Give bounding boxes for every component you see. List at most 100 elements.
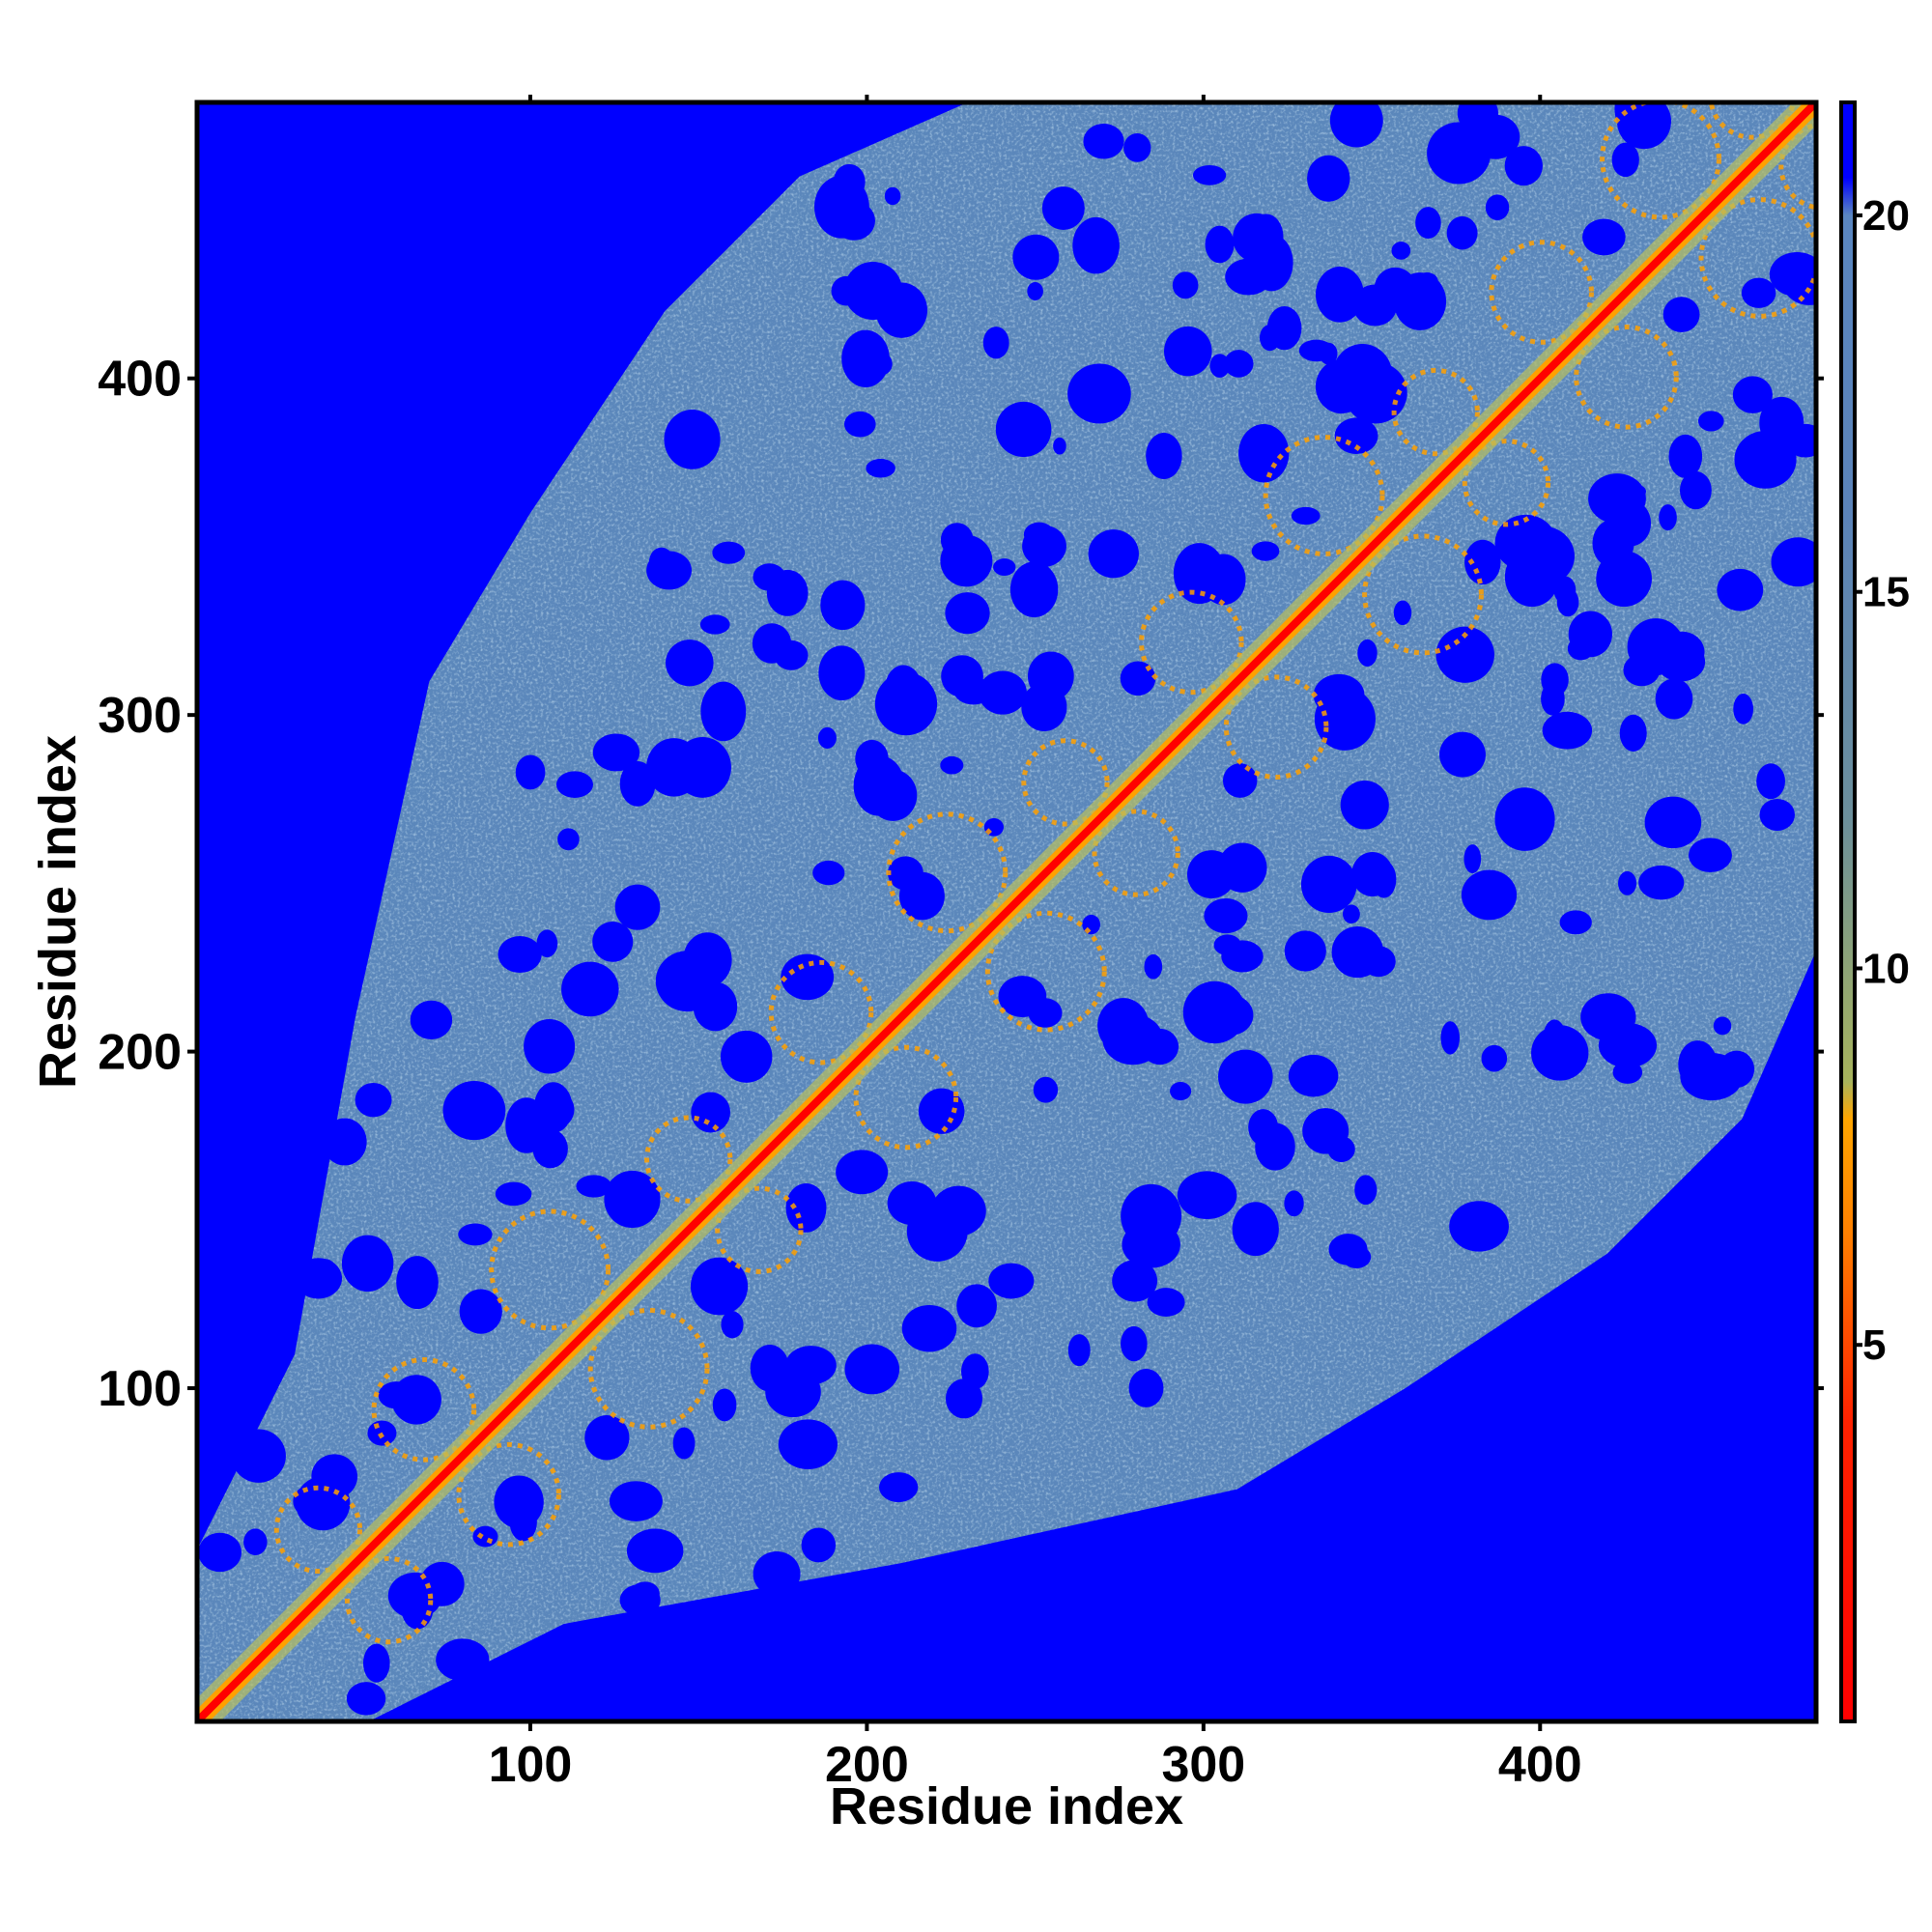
far-pocket: [712, 541, 746, 564]
far-pocket: [982, 327, 1009, 359]
far-pocket: [341, 1235, 394, 1293]
x-tick-label: 400: [1498, 1737, 1582, 1793]
far-pocket: [243, 1528, 268, 1556]
far-pocket: [1541, 663, 1569, 696]
colorbar: 5 10 15 20: [1839, 100, 1910, 1723]
far-pocket: [983, 818, 1005, 837]
far-pocket: [774, 639, 809, 670]
far-pocket: [1697, 411, 1724, 432]
far-pocket: [1291, 506, 1321, 526]
contact-rings: [273, 102, 1816, 1645]
far-pocket: [1172, 271, 1199, 299]
far-pocket: [906, 1201, 968, 1262]
plot-frame: [194, 99, 1819, 1724]
far-pocket: [1284, 930, 1326, 972]
far-pocket: [1222, 763, 1258, 798]
far-pocket: [1629, 485, 1646, 498]
contact-ring: [587, 1307, 710, 1430]
far-pocket: [1679, 470, 1712, 510]
far-pocket: [1173, 543, 1226, 605]
far-pocket: [1644, 796, 1702, 849]
far-pocket: [691, 1092, 731, 1133]
far-pocket: [1182, 980, 1246, 1044]
x-tick-label: 100: [489, 1737, 573, 1793]
far-pocket: [1618, 870, 1637, 895]
far-pocket: [1340, 780, 1389, 830]
contact-ring: [1139, 589, 1244, 696]
far-pocket: [1592, 519, 1634, 568]
far-pocket: [1144, 953, 1163, 980]
far-pocket: [1449, 1201, 1509, 1252]
far-pocket: [945, 592, 990, 635]
diagonal-line: [197, 102, 1816, 1721]
far-pocket: [387, 1572, 442, 1619]
far-pocket: [346, 1682, 386, 1716]
far-pocket: [812, 860, 845, 886]
far-pocket: [1689, 838, 1732, 872]
far-pocket: [1616, 102, 1671, 150]
far-pocket: [1123, 133, 1151, 162]
far-pocket: [753, 1551, 801, 1597]
far-pocket: [1307, 155, 1350, 202]
far-pocket: [1041, 186, 1085, 230]
far-pocket: [1504, 146, 1543, 186]
far-pocket: [410, 1000, 453, 1039]
contact-ring: [1600, 102, 1721, 220]
far-pocket: [1372, 861, 1397, 898]
far-pocket: [1542, 711, 1593, 750]
colorbar-gradient: [1839, 100, 1857, 1723]
far-pocket: [458, 1223, 493, 1246]
far-pocket: [1213, 934, 1241, 956]
far-pocket: [995, 401, 1052, 458]
y-axis: 100 200 300 400: [98, 352, 1824, 1417]
far-pocket: [1463, 844, 1482, 874]
y-tick-label: 100: [98, 1361, 182, 1417]
far-pocket: [1461, 869, 1518, 921]
far-pocket: [836, 1150, 889, 1195]
far-pocket: [646, 551, 692, 590]
contact-ring: [273, 1485, 363, 1575]
far-pocket: [778, 1419, 838, 1469]
y-tick-label: 400: [98, 352, 182, 408]
far-pocket: [1334, 417, 1378, 454]
far-pocket: [459, 1289, 502, 1334]
x-axis-label: Residue index: [830, 1777, 1183, 1835]
far-pocket: [765, 1366, 821, 1418]
far-pocket: [1146, 433, 1182, 479]
far-pocket: [1028, 998, 1063, 1028]
far-pocket: [1733, 694, 1754, 724]
far-pocket: [833, 163, 866, 200]
far-pocket: [700, 681, 747, 742]
far-pocket: [1543, 1019, 1566, 1055]
far-pocket: [584, 1415, 630, 1461]
far-pocket: [1391, 242, 1411, 260]
far-pocket: [1741, 277, 1776, 308]
far-pockets: [198, 102, 1816, 1716]
far-pocket: [1164, 326, 1212, 377]
far-pocket: [901, 1304, 957, 1352]
far-pocket: [322, 1118, 367, 1166]
far-pocket: [1511, 526, 1575, 586]
far-pocket: [953, 677, 994, 705]
far-pocket: [362, 1643, 390, 1683]
contact-ring: [644, 1115, 733, 1204]
heatmap-area: [197, 102, 1816, 1721]
far-pocket: [672, 1427, 696, 1460]
contact-ring: [371, 1357, 477, 1463]
far-pocket: [1284, 1190, 1304, 1217]
far-pocket: [1598, 1022, 1658, 1068]
far-pocket: [1611, 142, 1639, 178]
far-pocket: [1177, 1171, 1237, 1220]
far-pocket: [1342, 904, 1360, 924]
far-pocket: [1012, 234, 1060, 280]
far-pocket: [826, 102, 872, 136]
far-pocket: [472, 1525, 498, 1548]
far-pocket: [690, 1257, 749, 1316]
contact-ring: [853, 1044, 959, 1151]
x-tick-label: 300: [1161, 1737, 1245, 1793]
far-pocket: [1464, 539, 1501, 585]
contact-ring: [1574, 325, 1679, 430]
far-pocket: [1719, 1050, 1755, 1089]
colorbar-tick-label: 20: [1862, 192, 1910, 240]
far-pocket: [1021, 682, 1067, 732]
